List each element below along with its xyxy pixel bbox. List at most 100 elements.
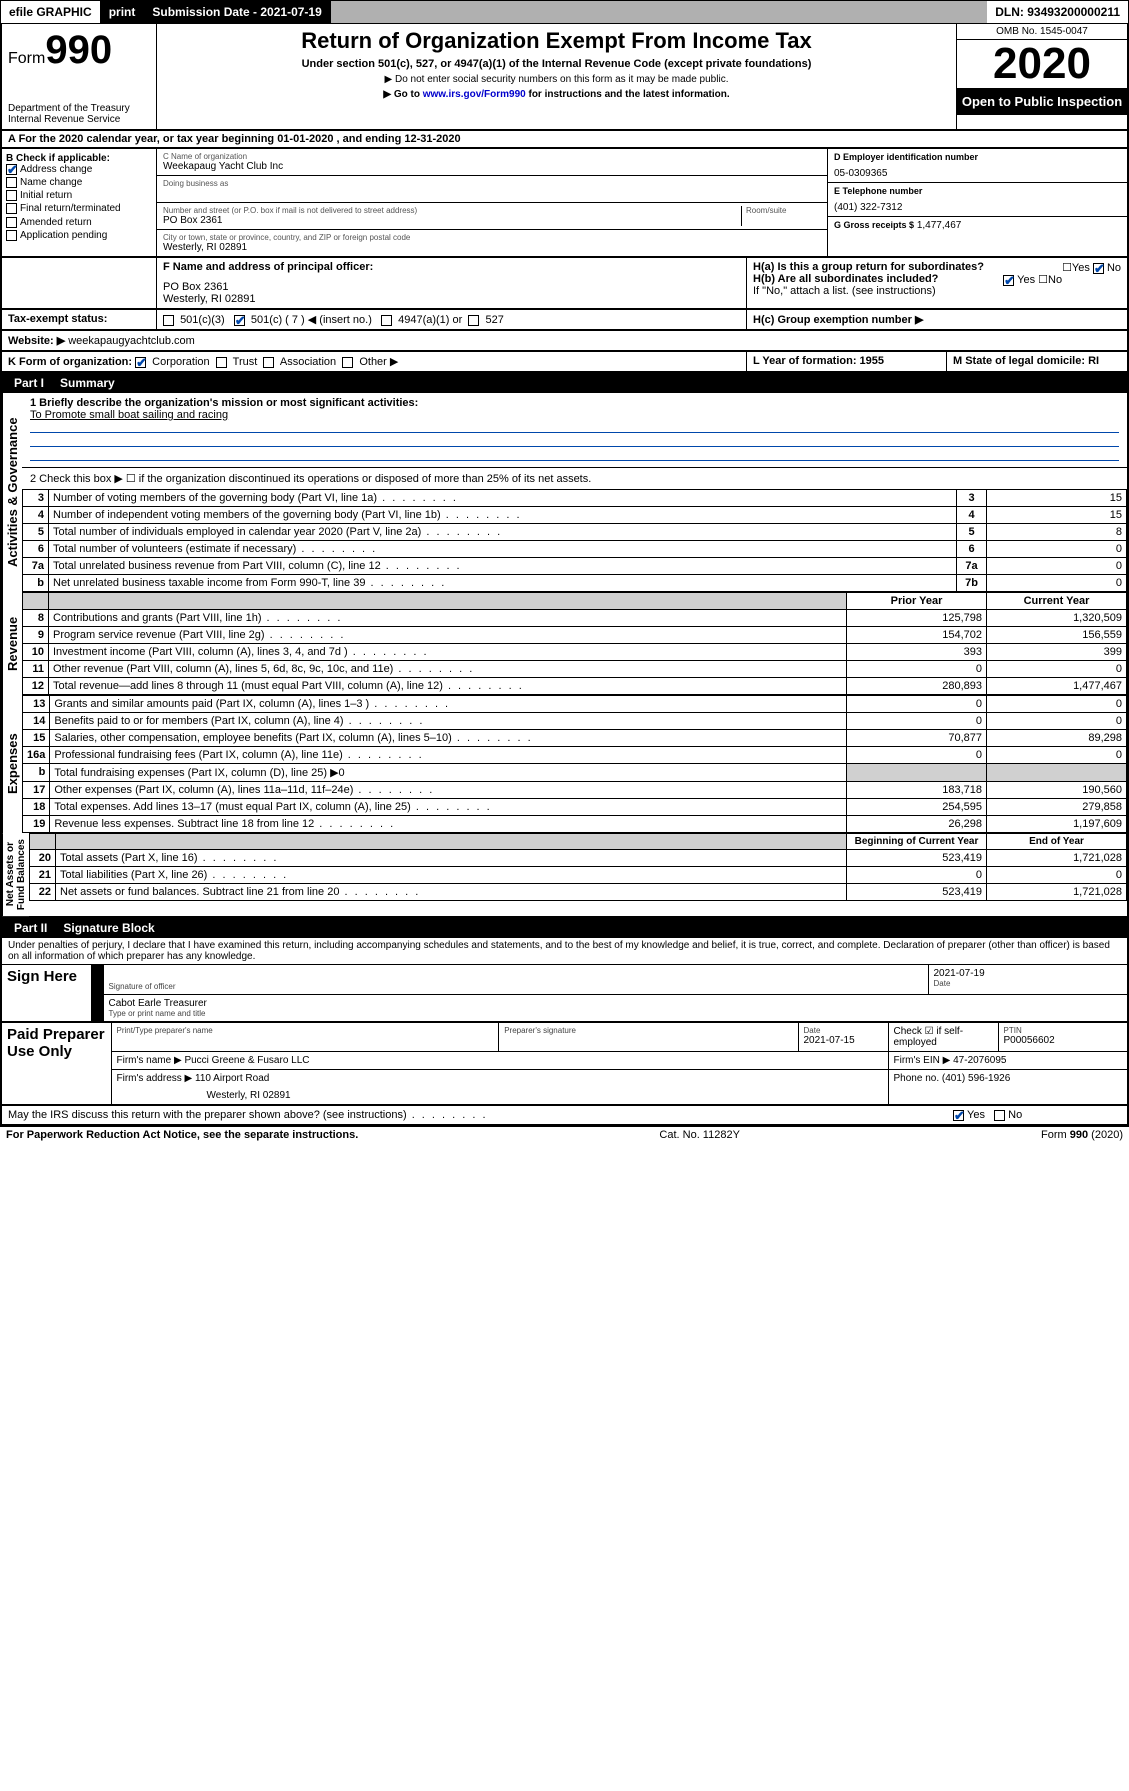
check-final-return[interactable]: Final return/terminated <box>6 203 152 214</box>
form-note1: ▶ Do not enter social security numbers o… <box>165 74 948 85</box>
table-row: 13Grants and similar amounts paid (Part … <box>23 696 1127 713</box>
submission-date-label: Submission Date - 2021-07-19 <box>144 1 330 23</box>
check-amended-return[interactable]: Amended return <box>6 217 152 228</box>
info-grid: B Check if applicable: Address change Na… <box>0 149 1129 258</box>
ein-label: D Employer identification number <box>834 152 1121 162</box>
officer-addr2: Westerly, RI 02891 <box>163 293 740 305</box>
row-k: K Form of organization: Corporation Trus… <box>2 352 747 371</box>
prep-sig-label: Preparer's signature <box>504 1026 792 1035</box>
firm-name: Pucci Greene & Fusaro LLC <box>184 1055 309 1066</box>
check-501c3[interactable] <box>163 315 174 326</box>
part2-header: Part II Signature Block <box>0 918 1129 938</box>
revenue-vlabel: Revenue <box>2 592 22 695</box>
topbar-spacer <box>331 1 987 23</box>
table-row: 14Benefits paid to or for members (Part … <box>23 713 1127 730</box>
gross-receipts-label: G Gross receipts $ <box>834 220 914 230</box>
part1-tag: Part I <box>8 375 50 391</box>
org-name-label: C Name of organization <box>163 152 821 161</box>
omb-number: OMB No. 1545-0047 <box>957 24 1127 40</box>
prep-date: 2021-07-15 <box>804 1035 883 1046</box>
line1-label: 1 Briefly describe the organization's mi… <box>30 397 1119 409</box>
expenses-section: Expenses 13Grants and similar amounts pa… <box>0 695 1129 833</box>
box-deg: D Employer identification number 05-0309… <box>827 149 1127 256</box>
table-row: bTotal fundraising expenses (Part IX, co… <box>23 764 1127 782</box>
check-corporation[interactable] <box>135 357 146 368</box>
form-title: Return of Organization Exempt From Incom… <box>165 28 948 54</box>
box-c: C Name of organization Weekapaug Yacht C… <box>157 149 827 256</box>
form-header: Form990 Department of the Treasury Inter… <box>0 24 1129 131</box>
self-emp-label: Check ☑ if self-employed <box>894 1026 993 1048</box>
form-prefix: Form <box>8 50 45 67</box>
check-application-pending[interactable]: Application pending <box>6 230 152 241</box>
part1-subtitle: Summary <box>60 376 115 390</box>
footer-right: Form 990 (2020) <box>1041 1129 1123 1141</box>
org-name-cell: C Name of organization Weekapaug Yacht C… <box>157 149 827 176</box>
h-b-row: H(b) Are all subordinates included? Yes … <box>753 273 1121 285</box>
h-a-row: H(a) Is this a group return for subordin… <box>753 261 1121 273</box>
row-i-label: Tax-exempt status: <box>2 310 157 329</box>
header-left: Form990 Department of the Treasury Inter… <box>2 24 157 129</box>
discuss-yes-check[interactable] <box>953 1110 964 1121</box>
rev-head-blank1 <box>23 593 49 610</box>
firm-addr1: 110 Airport Road <box>195 1073 269 1084</box>
h-c-label: H(c) Group exemption number ▶ <box>753 314 923 326</box>
check-527[interactable] <box>468 315 479 326</box>
check-trust[interactable] <box>216 357 227 368</box>
open-public-badge: Open to Public Inspection <box>957 88 1127 115</box>
table-row: 8Contributions and grants (Part VIII, li… <box>23 610 1127 627</box>
net-assets-vlabel: Net Assets orFund Balances <box>2 833 29 916</box>
table-row: 19Revenue less expenses. Subtract line 1… <box>23 816 1127 833</box>
self-emp-cell: Check ☑ if self-employed <box>888 1023 998 1052</box>
table-row: bNet unrelated business taxable income f… <box>23 575 1127 592</box>
website-label: Website: ▶ <box>8 335 65 347</box>
table-row: 11Other revenue (Part VIII, column (A), … <box>23 661 1127 678</box>
check-name-change[interactable]: Name change <box>6 177 152 188</box>
addr-value: PO Box 2361 <box>163 215 741 226</box>
box-f: F Name and address of principal officer:… <box>157 258 747 308</box>
row-k-label: K Form of organization: <box>8 356 132 368</box>
city-label: City or town, state or province, country… <box>163 233 821 242</box>
h-a-no: No <box>1107 262 1121 274</box>
begin-year-header: Beginning of Current Year <box>847 834 987 850</box>
table-row: 18Total expenses. Add lines 13–17 (must … <box>23 799 1127 816</box>
check-association[interactable] <box>263 357 274 368</box>
firm-ein-cell: Firm's EIN ▶ 47-2076095 <box>888 1052 1128 1070</box>
h-b-note: If "No," attach a list. (see instruction… <box>753 285 1121 297</box>
table-row: 10Investment income (Part VIII, column (… <box>23 644 1127 661</box>
dln-label: DLN: 93493200000211 <box>987 1 1128 23</box>
revenue-section: Revenue Prior Year Current Year 8Contrib… <box>0 592 1129 695</box>
row-i-options: 501(c)(3) 501(c) ( 7 ) ◀ (insert no.) 49… <box>157 310 747 329</box>
officer-name: Cabot Earle Treasurer <box>109 998 1123 1009</box>
row-klm: K Form of organization: Corporation Trus… <box>0 352 1129 373</box>
prep-sig-cell: Preparer's signature <box>499 1023 798 1052</box>
print-button[interactable]: print <box>101 1 145 23</box>
gross-receipts-value: 1,477,467 <box>917 220 962 231</box>
discuss-label: May the IRS discuss this return with the… <box>2 1106 947 1124</box>
line1-block: 1 Briefly describe the organization's mi… <box>22 393 1127 468</box>
check-address-change[interactable]: Address change <box>6 164 152 175</box>
dept-label: Department of the Treasury Internal Reve… <box>8 103 150 125</box>
table-row: 20Total assets (Part X, line 16)523,4191… <box>30 850 1127 867</box>
discuss-no-check[interactable] <box>994 1110 1005 1121</box>
check-initial-return[interactable]: Initial return <box>6 190 152 201</box>
check-other[interactable] <box>342 357 353 368</box>
check-4947[interactable] <box>381 315 392 326</box>
ein-cell: D Employer identification number 05-0309… <box>828 149 1127 183</box>
officer-name-cell: Cabot Earle Treasurer Type or print name… <box>103 995 1128 1022</box>
h-b-label: H(b) Are all subordinates included? <box>753 273 938 285</box>
table-row: 16aProfessional fundraising fees (Part I… <box>23 747 1127 764</box>
footer-left: For Paperwork Reduction Act Notice, see … <box>6 1129 358 1141</box>
note2-pre: ▶ Go to <box>383 89 422 100</box>
check-501c[interactable] <box>234 315 245 326</box>
address-cell: Number and street (or P.O. box if mail i… <box>157 203 827 230</box>
expenses-vlabel: Expenses <box>2 695 22 833</box>
instructions-link[interactable]: www.irs.gov/Form990 <box>423 89 526 100</box>
form-990-number: 990 <box>45 28 112 72</box>
firm-ein-label: Firm's EIN ▶ <box>894 1055 951 1066</box>
phone-cell: E Telephone number (401) 322-7312 <box>828 183 1127 217</box>
perjury-statement: Under penalties of perjury, I declare th… <box>0 938 1129 964</box>
firm-ein: 47-2076095 <box>953 1055 1006 1066</box>
revenue-table: Prior Year Current Year 8Contributions a… <box>22 592 1127 695</box>
city-value: Westerly, RI 02891 <box>163 242 821 253</box>
table-row: 9Program service revenue (Part VIII, lin… <box>23 627 1127 644</box>
